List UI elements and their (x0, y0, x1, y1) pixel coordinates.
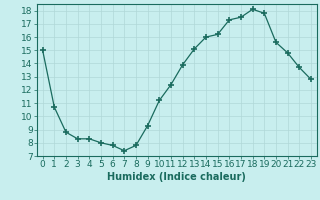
X-axis label: Humidex (Indice chaleur): Humidex (Indice chaleur) (108, 172, 246, 182)
